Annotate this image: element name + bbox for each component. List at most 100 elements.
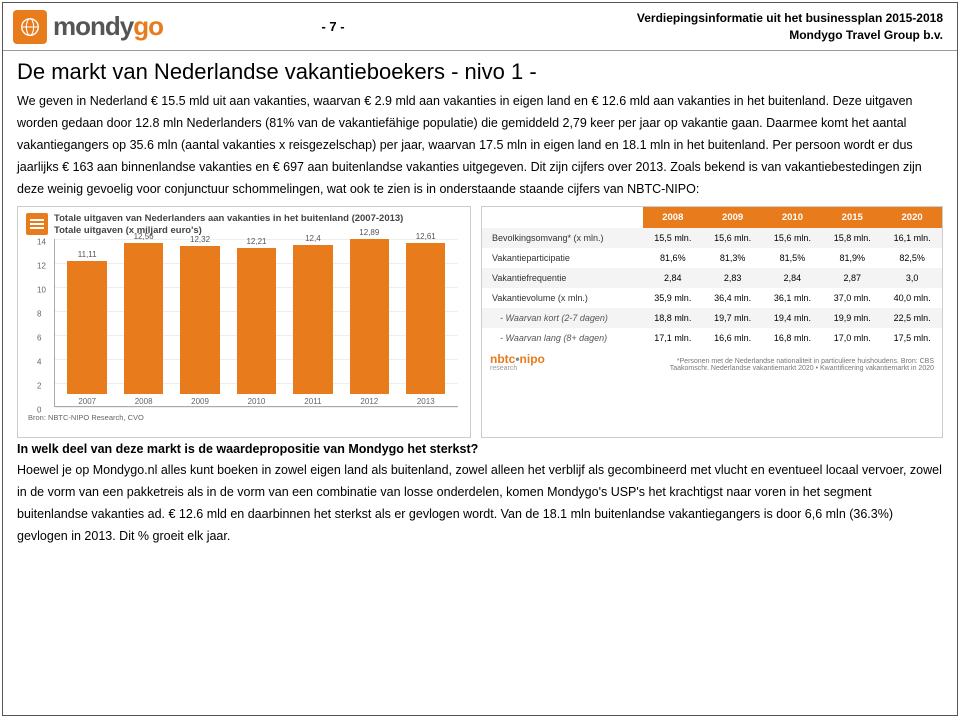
table-cell: 3,0 xyxy=(882,268,942,288)
header-right: Verdiepingsinformatie uit het businesspl… xyxy=(363,10,957,42)
table-cell: 16,1 mln. xyxy=(882,228,942,248)
chart-xtick: 2008 xyxy=(135,397,153,406)
chart-bar xyxy=(124,243,163,394)
chart-bar-group: 12,32 2009 xyxy=(172,235,228,406)
logo: mondygo xyxy=(3,10,303,44)
table-cell: 17,1 mln. xyxy=(643,328,703,348)
table-header-cell xyxy=(482,207,643,228)
chart-ytick: 0 xyxy=(37,406,41,415)
chart-plot-area: Totale uitgaven (x mld €) 0246810121411,… xyxy=(54,239,458,407)
closing-paragraph: Hoewel je op Mondygo.nl alles kunt boeke… xyxy=(17,460,943,548)
table-header-cell: 2009 xyxy=(703,207,763,228)
chart-ytick: 14 xyxy=(37,238,46,247)
page-header: mondygo - 7 - Verdiepingsinformatie uit … xyxy=(3,3,957,51)
chart-source: Bron: NBTC-NIPO Research, CVO xyxy=(28,413,462,422)
logo-part-nbtc: nbtc xyxy=(490,352,515,366)
list-icon xyxy=(26,213,48,235)
table-cell: 19,4 mln. xyxy=(763,308,823,328)
nbtc-nipo-logo: nbtc•nipo research xyxy=(490,352,545,372)
chart-ytick: 6 xyxy=(37,334,41,343)
chart-bar xyxy=(293,245,332,394)
table-row-label: - Waarvan kort (2-7 dagen) xyxy=(482,308,643,328)
table-row-label: Vakantieparticipatie xyxy=(482,248,643,268)
table-cell: 22,5 mln. xyxy=(882,308,942,328)
intro-paragraph: We geven in Nederland € 15.5 mld uit aan… xyxy=(17,91,943,200)
doc-title: Verdiepingsinformatie uit het businesspl… xyxy=(363,10,943,26)
table-cell: 2,84 xyxy=(643,268,703,288)
chart-title-line1: Totale uitgaven van Nederlanders aan vak… xyxy=(54,213,403,225)
table-cell: 81,9% xyxy=(822,248,882,268)
chart-bar xyxy=(350,239,389,394)
chart-xtick: 2007 xyxy=(78,397,96,406)
chart-xtick: 2009 xyxy=(191,397,209,406)
chart-xtick: 2011 xyxy=(304,397,321,406)
table-cell: 2,87 xyxy=(822,268,882,288)
table-cell: 16,8 mln. xyxy=(763,328,823,348)
table-cell: 37,0 mln. xyxy=(822,288,882,308)
table-cell: 18,8 mln. xyxy=(643,308,703,328)
chart-ytick: 12 xyxy=(37,262,46,271)
charts-row: Totale uitgaven van Nederlanders aan vak… xyxy=(17,206,943,438)
table-row: Vakantieparticipatie81,6%81,3%81,5%81,9%… xyxy=(482,248,942,268)
table-cell: 35,9 mln. xyxy=(643,288,703,308)
table-cell: 19,7 mln. xyxy=(703,308,763,328)
table-cell: 15,6 mln. xyxy=(703,228,763,248)
chart-bar-group: 11,11 2007 xyxy=(59,250,115,406)
table-cell: 15,6 mln. xyxy=(763,228,823,248)
chart-ytick: 10 xyxy=(37,286,46,295)
chart-ytick: 2 xyxy=(37,382,41,391)
content: De markt van Nederlandse vakantieboekers… xyxy=(3,51,957,554)
table-caption: Taakomschr. Nederlandse vakantiemarkt 20… xyxy=(670,365,934,372)
chart-bars: 11,11200712,56200812,32200912,21201012,4… xyxy=(55,239,458,406)
data-table: 20082009201020152020Bevolkingsomvang* (x… xyxy=(482,207,942,348)
logo-part-sub: research xyxy=(490,366,545,372)
logo-wordmark-2: go xyxy=(133,11,163,41)
chart-bar xyxy=(237,248,276,395)
section-title: De markt van Nederlandse vakantieboekers… xyxy=(17,59,943,85)
table-cell: 36,4 mln. xyxy=(703,288,763,308)
chart-bar-value: 12,56 xyxy=(134,232,154,241)
chart-bar xyxy=(406,243,445,394)
table-cell: 16,6 mln. xyxy=(703,328,763,348)
table-row: - Waarvan lang (8+ dagen)17,1 mln.16,6 m… xyxy=(482,328,942,348)
chart-xtick: 2010 xyxy=(248,397,266,406)
table-cell: 17,5 mln. xyxy=(882,328,942,348)
chart-xtick: 2012 xyxy=(360,397,378,406)
table-cell: 2,83 xyxy=(703,268,763,288)
table-footer: nbtc•nipo research *Personen met de Nede… xyxy=(482,348,942,376)
logo-icon xyxy=(13,10,47,44)
table-header-cell: 2020 xyxy=(882,207,942,228)
chart-gridline xyxy=(55,407,458,408)
page: mondygo - 7 - Verdiepingsinformatie uit … xyxy=(2,2,958,716)
forecast-table: 20082009201020152020Bevolkingsomvang* (x… xyxy=(481,206,943,438)
table-cell: 17,0 mln. xyxy=(822,328,882,348)
chart-bar-group: 12,89 2012 xyxy=(341,228,397,406)
chart-bar-group: 12,42011 xyxy=(285,234,341,406)
bar-chart: Totale uitgaven van Nederlanders aan vak… xyxy=(17,206,471,438)
table-header-cell: 2015 xyxy=(822,207,882,228)
sub-question: In welk deel van deze markt is de waarde… xyxy=(17,442,943,456)
table-header-cell: 2008 xyxy=(643,207,703,228)
logo-wordmark-1: mondy xyxy=(53,11,133,41)
table-cell: 36,1 mln. xyxy=(763,288,823,308)
chart-ytick: 8 xyxy=(37,310,41,319)
page-number: - 7 - xyxy=(303,19,363,34)
chart-bar-value: 12,61 xyxy=(416,232,436,241)
chart-xtick: 2013 xyxy=(417,397,435,406)
table-cell: 40,0 mln. xyxy=(882,288,942,308)
chart-bar-group: 12,56 2008 xyxy=(115,232,171,406)
table-header-cell: 2010 xyxy=(763,207,823,228)
chart-ytick: 4 xyxy=(37,358,41,367)
table-cell: 2,84 xyxy=(763,268,823,288)
table-cell: 15,5 mln. xyxy=(643,228,703,248)
table-footnote: *Personen met de Nederlandse nationalite… xyxy=(670,358,934,365)
chart-bar-value: 12,89 xyxy=(359,228,379,237)
world-icon xyxy=(19,16,41,38)
chart-bar-value: 12,32 xyxy=(190,235,210,244)
chart-bar-value: 11,11 xyxy=(78,250,97,259)
table-row-label: Vakantiefrequentie xyxy=(482,268,643,288)
chart-bar-value: 12,21 xyxy=(246,237,266,246)
logo-text: mondygo xyxy=(53,11,163,42)
table-row-label: - Waarvan lang (8+ dagen) xyxy=(482,328,643,348)
chart-bar xyxy=(180,246,219,394)
